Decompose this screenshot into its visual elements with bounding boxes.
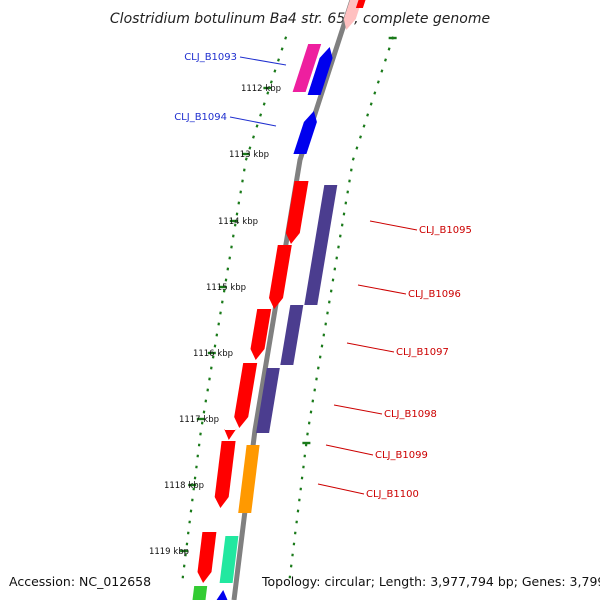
minor-tick-right	[362, 124, 366, 128]
leader-clj-b1097	[346, 342, 395, 353]
leader-clj-b1099	[325, 444, 374, 456]
minor-tick-left	[259, 113, 263, 117]
minor-tick-left	[248, 146, 252, 150]
minor-tick-right	[384, 58, 387, 62]
gene-feature-clj-b1093-b[interactable]	[307, 47, 333, 95]
gene-feature-bottom-green[interactable]	[192, 586, 208, 600]
kbp-label-1113: 1113 kbp	[229, 150, 269, 160]
gene-label-clj-b1097[interactable]: CLJ_B1097	[396, 347, 449, 358]
gene-feature-clj-b1100[interactable]	[214, 441, 236, 508]
gene-feature-clj-b1096[interactable]	[269, 245, 292, 309]
label-leader-lines	[229, 56, 418, 495]
minor-tick-left	[244, 157, 248, 161]
minor-tick-left	[273, 69, 277, 73]
minor-tick-left	[269, 80, 273, 84]
minor-tick-left	[266, 91, 270, 95]
minor-tick-right	[380, 69, 384, 73]
gene-feature-clj-b1093[interactable]	[292, 44, 322, 92]
minor-tick-left	[252, 135, 255, 139]
gene-label-clj-b1093[interactable]: CLJ_B1093	[184, 52, 237, 63]
kbp-label-1117: 1117 kbp	[179, 415, 219, 425]
gene-label-clj-b1096[interactable]: CLJ_B1096	[408, 289, 461, 300]
gene-label-clj-b1095[interactable]: CLJ_B1095	[419, 225, 472, 236]
minor-tick-left	[262, 102, 266, 106]
kbp-label-1114: 1114 kbp	[218, 217, 258, 227]
gene-feature-clj-b1100-orange[interactable]	[238, 445, 260, 513]
leader-clj-b1094	[229, 116, 277, 127]
minor-tick-left	[284, 36, 288, 40]
minor-tick-left	[255, 124, 259, 128]
leader-clj-b1098	[333, 404, 383, 415]
gene-feature-lower-red[interactable]	[197, 532, 217, 583]
gene-feature-clj-b1099[interactable]	[224, 429, 237, 440]
minor-tick-right	[376, 80, 380, 84]
gene-feature-clj-b1096-purple[interactable]	[304, 185, 338, 305]
minor-tick-left	[280, 47, 284, 51]
kbp-label-1119: 1119 kbp	[149, 547, 189, 557]
gene-feature-clj-b1098[interactable]	[234, 363, 258, 428]
kbp-label-1118: 1118 kbp	[164, 481, 204, 491]
gene-feature-lower-teal[interactable]	[219, 536, 239, 583]
gene-feature-clj-b1097[interactable]	[250, 309, 272, 360]
gene-label-clj-b1099[interactable]: CLJ_B1099	[375, 450, 428, 461]
gene-feature-clj-b1097-purple[interactable]	[280, 305, 304, 365]
accession-text: Accession: NC_012658	[9, 574, 151, 589]
gene-feature-top-red[interactable]	[355, 0, 367, 8]
gene-feature-bottom-blue[interactable]	[216, 590, 228, 600]
kbp-label-1116: 1116 kbp	[193, 349, 233, 359]
gene-feature-clj-b1095[interactable]	[285, 181, 309, 244]
minor-tick-right	[351, 157, 355, 161]
minor-tick-right	[355, 146, 359, 150]
gene-label-clj-b1094[interactable]: CLJ_B1094	[174, 112, 227, 123]
gene-features	[192, 0, 367, 600]
leader-clj-b1095	[369, 220, 418, 231]
gene-feature-clj-b1094[interactable]	[293, 111, 317, 154]
minor-tick-right	[359, 135, 362, 139]
minor-tick-right	[366, 113, 370, 117]
minor-tick-right	[373, 91, 377, 95]
minor-tick-right	[387, 47, 391, 51]
leader-clj-b1100	[317, 483, 365, 495]
topology-text: Topology: circular; Length: 3,977,794 bp…	[261, 574, 600, 589]
leader-clj-b1093	[239, 56, 287, 66]
map-title: Clostridium botulinum Ba4 str. 657, comp…	[110, 11, 490, 27]
minor-tick-left	[277, 58, 280, 62]
kbp-label-1112: 1112 kbp	[241, 84, 281, 94]
minor-tick-right	[369, 102, 373, 106]
gene-feature-clj-b1098-purple[interactable]	[256, 368, 280, 433]
gene-label-clj-b1098[interactable]: CLJ_B1098	[384, 409, 437, 420]
gene-label-clj-b1100[interactable]: CLJ_B1100	[366, 489, 419, 500]
kbp-label-1115: 1115 kbp	[206, 283, 246, 293]
kbp-tick-marks	[180, 36, 397, 579]
leader-clj-b1096	[357, 284, 407, 295]
